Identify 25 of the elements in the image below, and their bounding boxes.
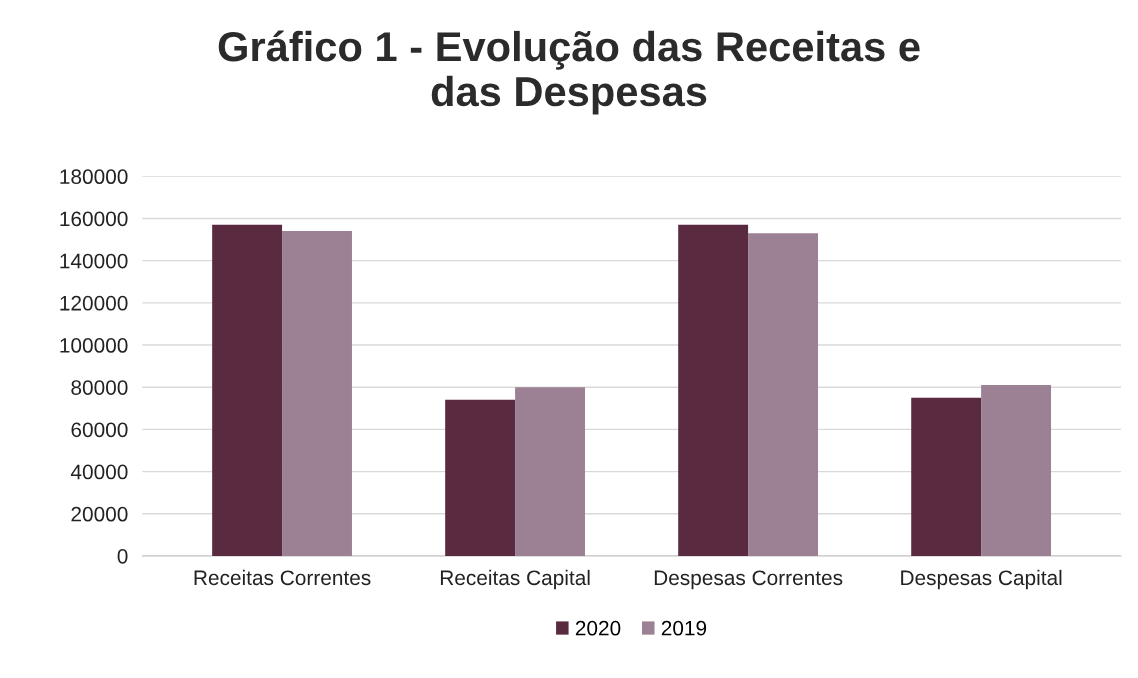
- x-tick-label: Receitas Capital: [440, 569, 590, 590]
- x-tick-label: Despesas Correntes: [654, 570, 843, 590]
- legend-label: 2020: [575, 620, 621, 636]
- y-tick-label: 20000: [71, 506, 128, 522]
- chart-title: Gráfico 1 - Evolução das Receitas e das Despesas: [218, 30, 920, 115]
- y-tick-label: 140000: [60, 253, 128, 269]
- x-tick-label: Despesas Capital: [901, 569, 1062, 590]
- y-tick-label: 100000: [60, 338, 128, 353]
- x-tick-label: Receitas Correntes: [194, 569, 371, 586]
- y-tick-label: 160000: [60, 211, 128, 227]
- bar: [911, 397, 982, 556]
- bar: [981, 385, 1052, 556]
- bar: [515, 387, 585, 556]
- y-tick-label: 180000: [60, 169, 128, 185]
- bar: [212, 224, 283, 556]
- legend-label: 2019: [661, 620, 707, 636]
- y-tick-label: 80000: [71, 380, 128, 395]
- y-tick-label: 40000: [70, 464, 128, 480]
- bar: [748, 233, 819, 556]
- y-tick-label: 120000: [60, 295, 128, 311]
- bar: [678, 224, 749, 556]
- y-tick-label: 0: [117, 548, 128, 564]
- bar: [445, 399, 516, 556]
- y-tick-label: 60000: [71, 422, 128, 438]
- bar: [282, 231, 352, 556]
